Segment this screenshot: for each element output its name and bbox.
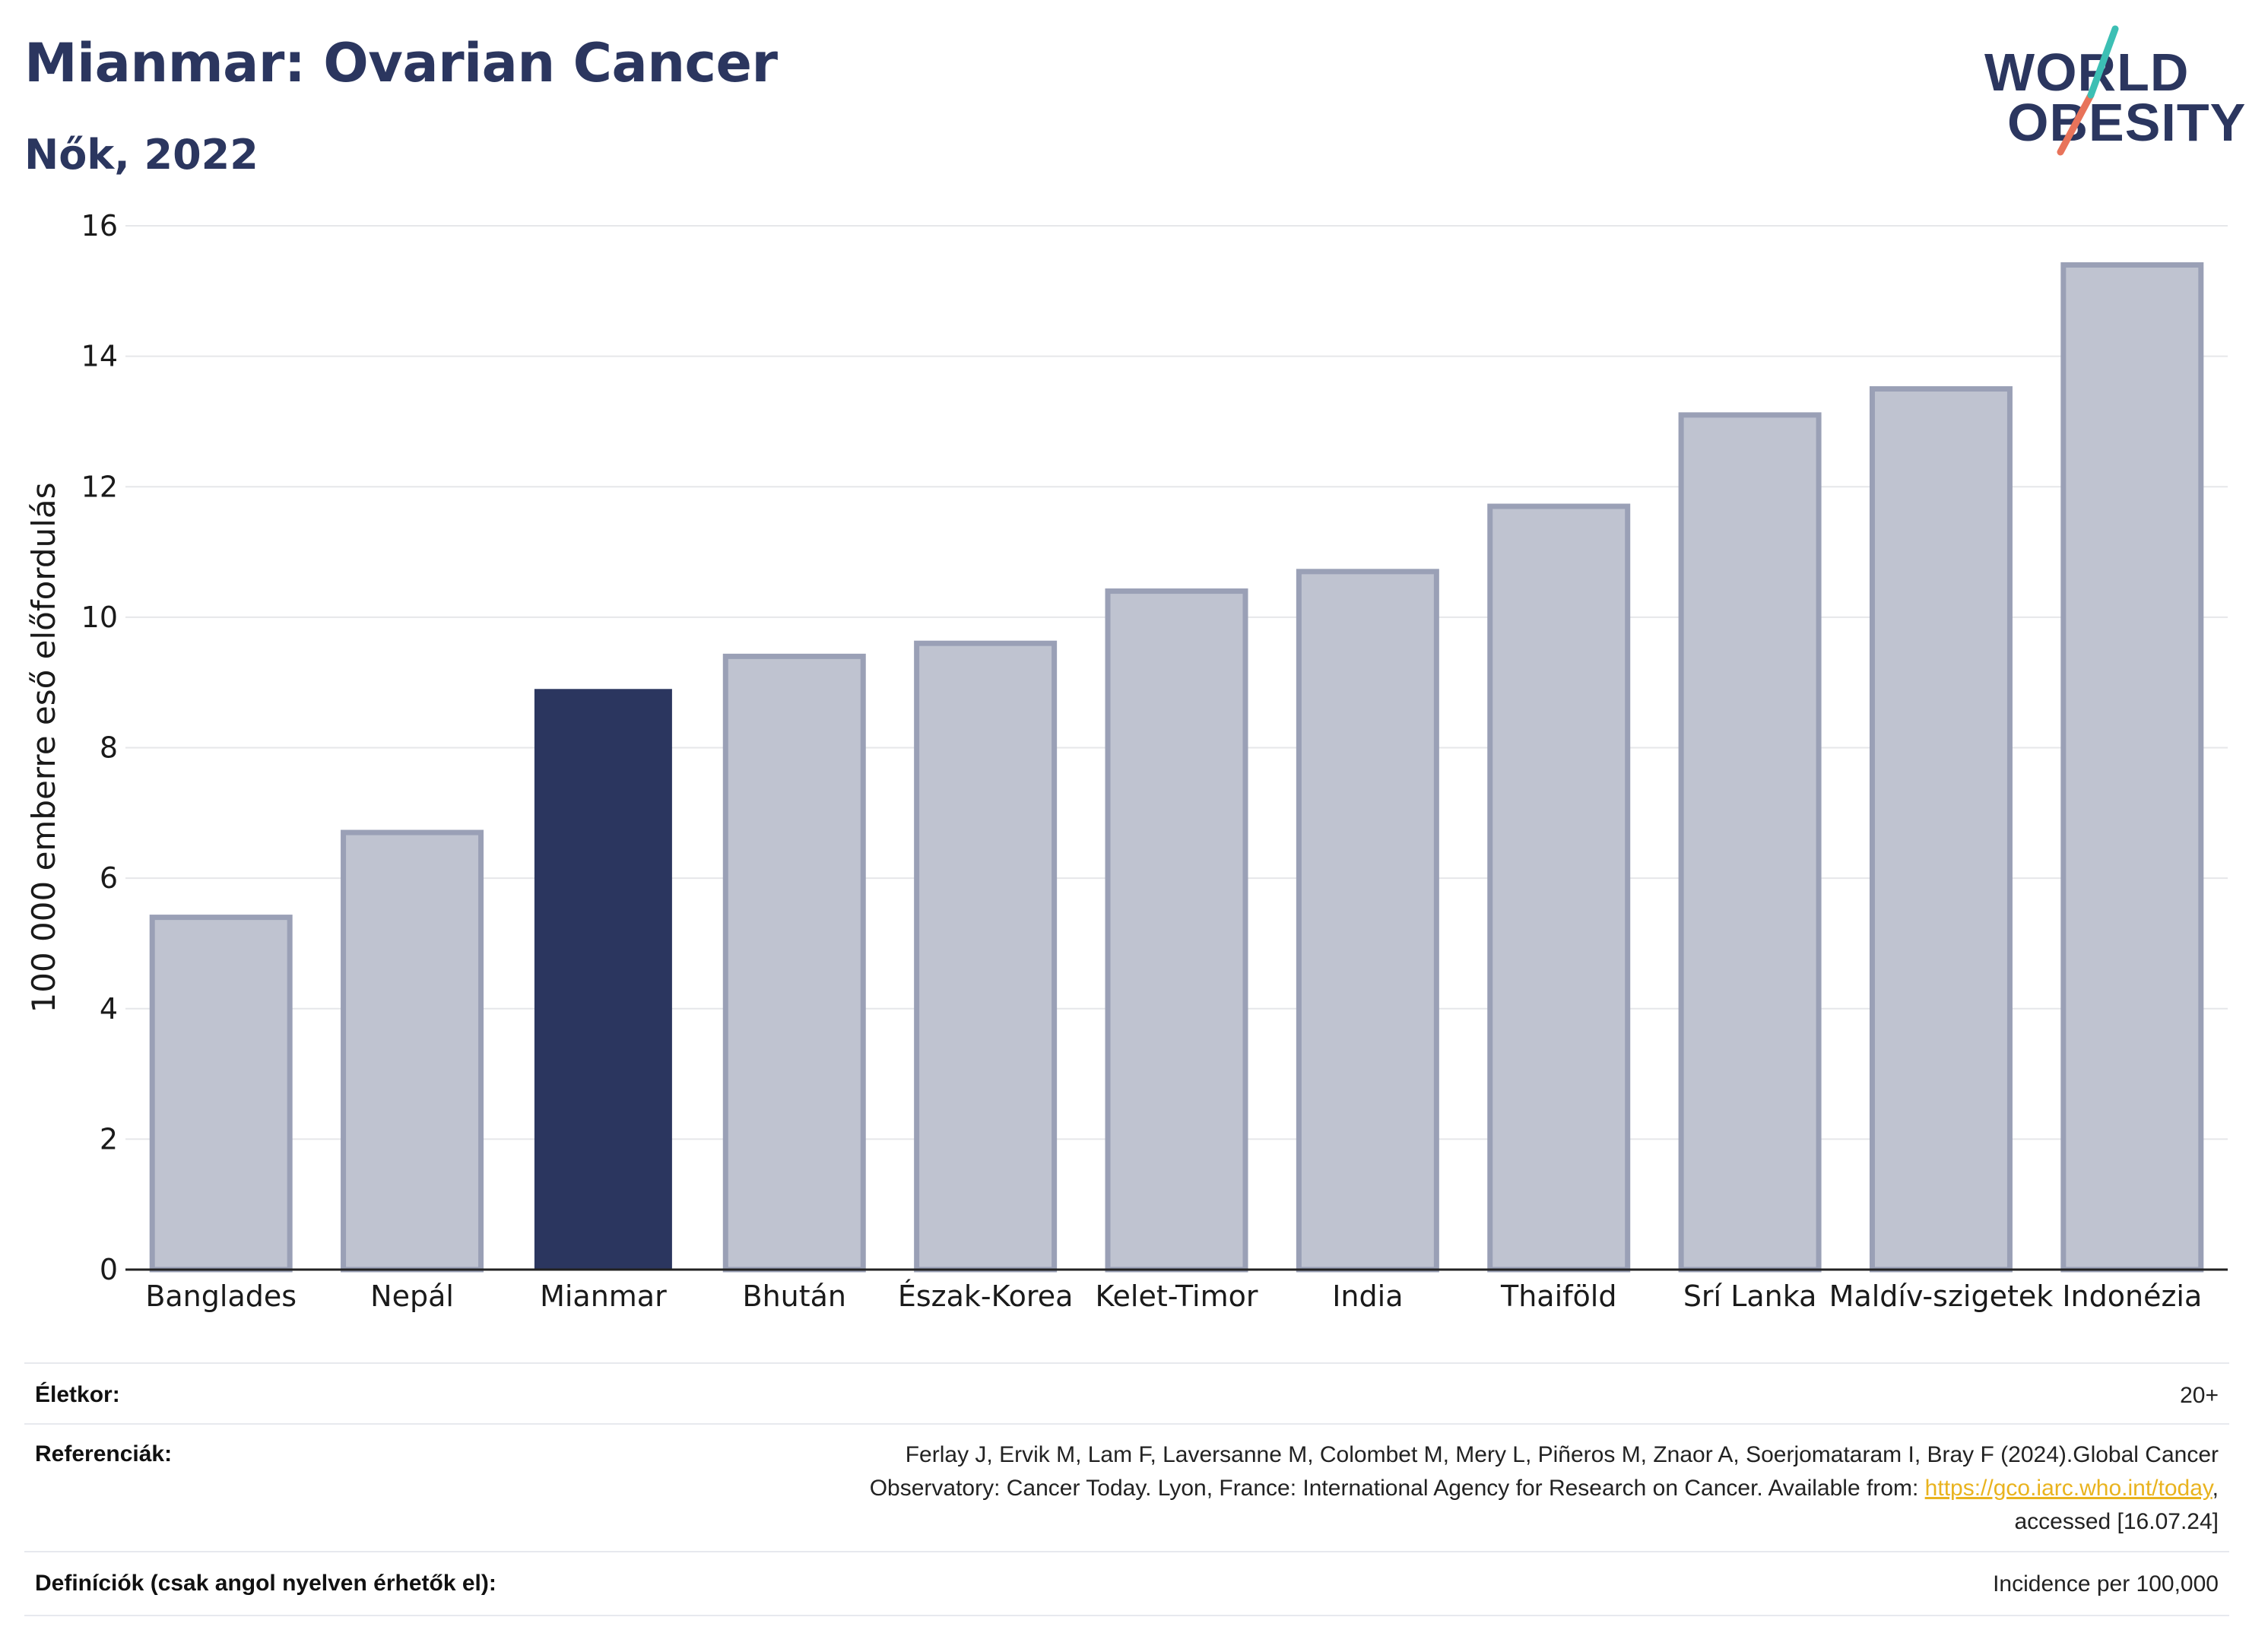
bar-india bbox=[1296, 569, 1439, 1273]
y-tick-labels: 0 2 4 6 8 10 12 14 16 bbox=[81, 209, 118, 1286]
chart-title: Mianmar: Ovarian Cancer bbox=[24, 32, 778, 94]
age-label: Életkor: bbox=[35, 1382, 120, 1407]
references-line-3: accessed [16.07.24] bbox=[2014, 1509, 2219, 1534]
y-tick-label: 10 bbox=[81, 601, 118, 634]
x-tick-label: Kelet-Timor bbox=[1096, 1279, 1258, 1313]
references-label: Referenciák: bbox=[35, 1441, 173, 1467]
x-tick-label: Indonézia bbox=[2062, 1279, 2202, 1313]
age-value: 20+ bbox=[2180, 1383, 2219, 1408]
bars bbox=[149, 262, 2204, 1273]
references-link[interactable]: https://gco.iarc.who.int/today bbox=[1924, 1476, 2213, 1501]
y-tick-label: 12 bbox=[81, 470, 118, 503]
definitions-label: Definíciók (csak angol nyelven érhetők e… bbox=[35, 1571, 496, 1596]
x-tick-label: Thaiföld bbox=[1500, 1279, 1616, 1313]
chart-subtitle: Nők, 2022 bbox=[24, 131, 259, 179]
x-tick-label: Bhután bbox=[743, 1279, 847, 1313]
x-tick-label: Mianmar bbox=[540, 1279, 667, 1313]
y-tick-label: 2 bbox=[100, 1122, 118, 1156]
bar-bhután bbox=[722, 653, 866, 1273]
logo-line-1: WORLD bbox=[1984, 43, 2190, 102]
y-tick-label: 8 bbox=[100, 731, 118, 765]
world-obesity-logo: WORLD OBESITY bbox=[1984, 23, 2245, 160]
x-tick-label: Banglades bbox=[145, 1279, 297, 1313]
y-tick-label: 4 bbox=[100, 992, 118, 1026]
logo-slash-icon bbox=[2057, 25, 2119, 156]
bar-nepál bbox=[341, 829, 484, 1273]
x-tick-label: Srí Lanka bbox=[1683, 1279, 1817, 1313]
x-tick-label: Észak-Korea bbox=[898, 1279, 1074, 1313]
logo-line-2: OBESITY bbox=[2007, 93, 2247, 152]
bar-thaiföld bbox=[1487, 503, 1631, 1273]
x-tick-label: Maldív-szigetek bbox=[1829, 1279, 2054, 1313]
bar-banglades bbox=[149, 915, 293, 1273]
references-line-2-text: Observatory: Cancer Today. Lyon, France:… bbox=[869, 1476, 1925, 1501]
y-tick-label: 16 bbox=[81, 209, 118, 243]
bar-kelet-timor bbox=[1105, 588, 1248, 1273]
definitions-value: Incidence per 100,000 bbox=[1993, 1571, 2219, 1597]
bar-mianmar bbox=[534, 689, 672, 1270]
footer-row-age: Életkor: 20+ bbox=[24, 1362, 2229, 1425]
x-tick-label: Nepál bbox=[370, 1279, 454, 1313]
footer-row-references: Referenciák: Ferlay J, Ervik M, Lam F, L… bbox=[24, 1423, 2229, 1552]
y-tick-label: 6 bbox=[100, 861, 118, 895]
x-tick-labels: Banglades Nepál Mianmar Bhután Észak-Korea Ke… bbox=[145, 1279, 2202, 1313]
references-text: Ferlay J, Ervik M, Lam F, Laversanne M, … bbox=[622, 1438, 2219, 1539]
references-line-1: Ferlay J, Ervik M, Lam F, Laversanne M, … bbox=[905, 1442, 2219, 1467]
bar-chart: 0 2 4 6 8 10 12 14 16 Banglades Nepál Mianmar Bhutá… bbox=[25, 209, 2228, 1313]
references-line-2: Observatory: Cancer Today. Lyon, France:… bbox=[622, 1472, 2219, 1505]
footer-row-definitions: Definíciók (csak angol nyelven érhetők e… bbox=[24, 1551, 2229, 1616]
y-axis-label: 100 000 emberre eső előfordulás bbox=[25, 483, 62, 1013]
bar-srí-lanka bbox=[1678, 412, 1822, 1273]
y-tick-label: 0 bbox=[100, 1253, 118, 1286]
y-tick-label: 14 bbox=[81, 340, 118, 373]
bar-indonézia bbox=[2060, 262, 2204, 1273]
x-tick-label: India bbox=[1332, 1279, 1403, 1313]
references-line-2-comma: , bbox=[2212, 1476, 2219, 1501]
bar-maldív-szigetek bbox=[1869, 386, 2013, 1273]
bar-észak-korea bbox=[914, 640, 1058, 1273]
